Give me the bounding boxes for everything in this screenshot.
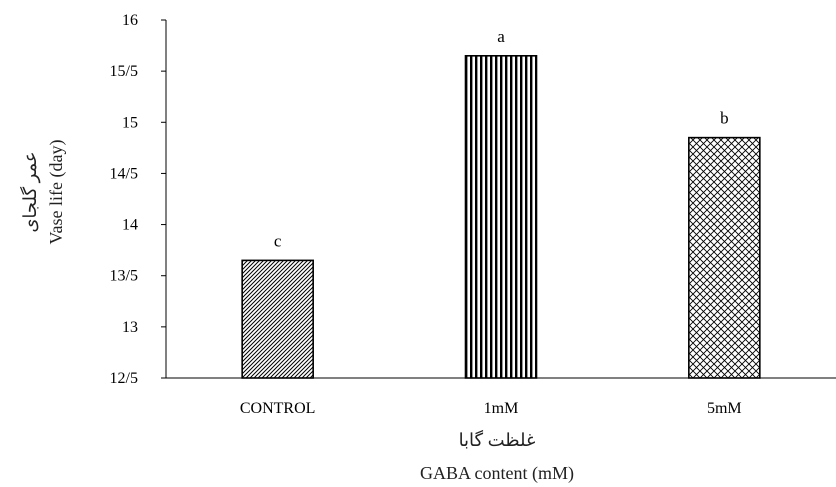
y-tick-label: 15/5 bbox=[110, 63, 138, 80]
x-tick-label: 1mM bbox=[484, 400, 519, 417]
y-tick-label: 12/5 bbox=[110, 370, 138, 387]
data-label-control: c bbox=[274, 231, 282, 250]
data-label-5mm: b bbox=[720, 109, 729, 128]
bars: c a b bbox=[241, 27, 761, 379]
x-axis-ticks: CONTROL 1mM 5mM bbox=[240, 400, 742, 417]
y-axis-ticks: 12/5 13 13/5 14 14/5 15 15/5 16 bbox=[110, 12, 166, 387]
x-tick-label: 5mM bbox=[707, 400, 742, 417]
y-tick-label: 14 bbox=[122, 217, 138, 234]
data-label-1mm: a bbox=[497, 27, 505, 46]
bar-1mm bbox=[464, 54, 538, 379]
y-tick-label: 15 bbox=[122, 114, 138, 131]
y-tick-label: 16 bbox=[122, 12, 138, 29]
x-tick-label: CONTROL bbox=[240, 400, 316, 417]
y-axis-title-en: Vase life (day) bbox=[46, 140, 67, 245]
y-axis-title-fa: عمر گلجای bbox=[19, 151, 41, 232]
y-tick-label: 13 bbox=[122, 319, 138, 336]
x-axis-title-fa: غلظت گابا bbox=[459, 429, 536, 450]
x-axis-title-en: GABA content (mM) bbox=[420, 463, 574, 484]
y-tick-label: 13/5 bbox=[110, 268, 138, 285]
y-axis-title: عمر گلجای Vase life (day) bbox=[19, 140, 67, 245]
y-tick-label: 14/5 bbox=[110, 165, 138, 182]
bar-5mm bbox=[688, 136, 761, 379]
bar-control bbox=[241, 259, 314, 379]
